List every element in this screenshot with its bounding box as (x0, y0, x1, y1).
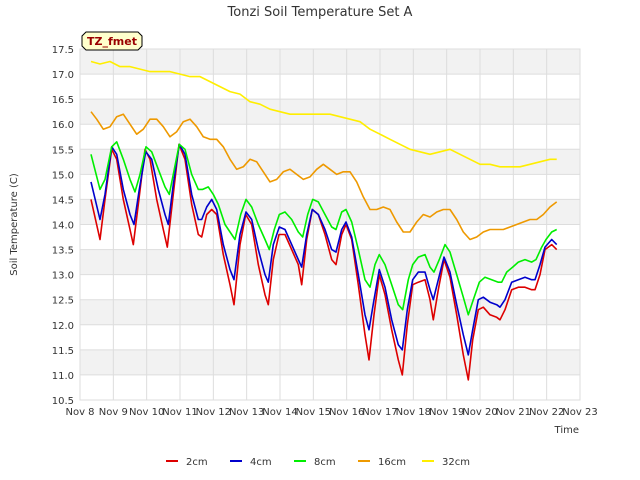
legend-label: 16cm (378, 457, 406, 468)
y-tick-label: 15.0 (52, 170, 74, 181)
series-line-32cm (90, 60, 557, 168)
y-tick-label: 14.0 (52, 221, 74, 232)
legend-item-8cm: 8cm (294, 457, 336, 468)
plot-band (80, 124, 580, 150)
series-line-4cm (90, 143, 558, 356)
x-tick-label: Nov 8 (65, 407, 94, 418)
x-tick-label: Nov 13 (229, 407, 264, 418)
y-tick-label: 11.0 (52, 371, 74, 382)
y-tick-label: 12.0 (52, 321, 74, 332)
x-tick-label: Nov 20 (462, 407, 497, 418)
plot-frame (79, 48, 581, 401)
y-tick-label: 14.5 (52, 195, 74, 206)
y-tick-label: 16.5 (52, 95, 74, 106)
legend-label: 2cm (186, 457, 208, 468)
y-axis-ticks: 10.5 11.0 11.5 12.0 12.5 13.0 13.5 14.0 14.5 15.0… (52, 45, 74, 407)
x-tick-label: Nov 9 (99, 407, 128, 418)
x-tick-label: Nov 10 (129, 407, 164, 418)
series-lines (90, 60, 558, 381)
x-tick-label: Nov 14 (262, 407, 297, 418)
plot-band (80, 49, 580, 75)
legend-item-4cm: 4cm (230, 457, 272, 468)
y-tick-label: 13.0 (52, 271, 74, 282)
station-badge-box (81, 31, 143, 51)
x-tick-label: Nov 17 (362, 407, 397, 418)
legend-item-16cm: 16cm (358, 457, 406, 468)
y-tick-label: 13.5 (52, 246, 74, 257)
x-tick-label: Nov 22 (529, 407, 564, 418)
legend-label: 8cm (314, 457, 336, 468)
chart-title: Tonzi Soil Temperature Set A (227, 5, 413, 20)
x-axis-title: Time (554, 425, 579, 436)
x-tick-label: Nov 12 (196, 407, 231, 418)
legend-label: 32cm (442, 457, 470, 468)
plot-band (80, 349, 580, 375)
plot-band (80, 274, 580, 300)
x-tick-label: Nov 18 (396, 407, 431, 418)
x-tick-label: Nov 23 (562, 407, 597, 418)
series-line-2cm (90, 143, 558, 381)
legend-item-2cm: 2cm (166, 457, 208, 468)
x-tick-label: Nov 16 (329, 407, 364, 418)
series-line-16cm (90, 111, 558, 241)
x-tick-label: Nov 15 (296, 407, 331, 418)
legend: 2cm 4cm 8cm 16cm 32cm (166, 457, 470, 468)
x-tick-label: Nov 19 (429, 407, 464, 418)
plot-band (80, 199, 580, 225)
station-badge-label: TZ_fmet (87, 35, 137, 48)
plot-band (80, 374, 580, 400)
y-tick-label: 15.5 (52, 145, 74, 156)
y-tick-label: 10.5 (52, 396, 74, 407)
legend-item-32cm: 32cm (422, 457, 470, 468)
legend-label: 4cm (250, 457, 272, 468)
y-tick-label: 12.5 (52, 296, 74, 307)
plot-band (80, 99, 580, 125)
y-tick-label: 17.0 (52, 70, 74, 81)
series-line-8cm (90, 141, 558, 316)
x-tick-label: Nov 21 (496, 407, 531, 418)
station-badge: TZ_fmet (81, 31, 143, 51)
y-tick-label: 11.5 (52, 346, 74, 357)
plot-band (80, 324, 580, 350)
x-tick-label: Nov 11 (162, 407, 197, 418)
y-tick-label: 17.5 (52, 45, 74, 56)
y-tick-label: 16.0 (52, 120, 74, 131)
plot-band (80, 74, 580, 100)
y-axis-title: Soil Temperature (C) (9, 173, 20, 276)
plot-band (80, 174, 580, 200)
plot-band (80, 299, 580, 325)
